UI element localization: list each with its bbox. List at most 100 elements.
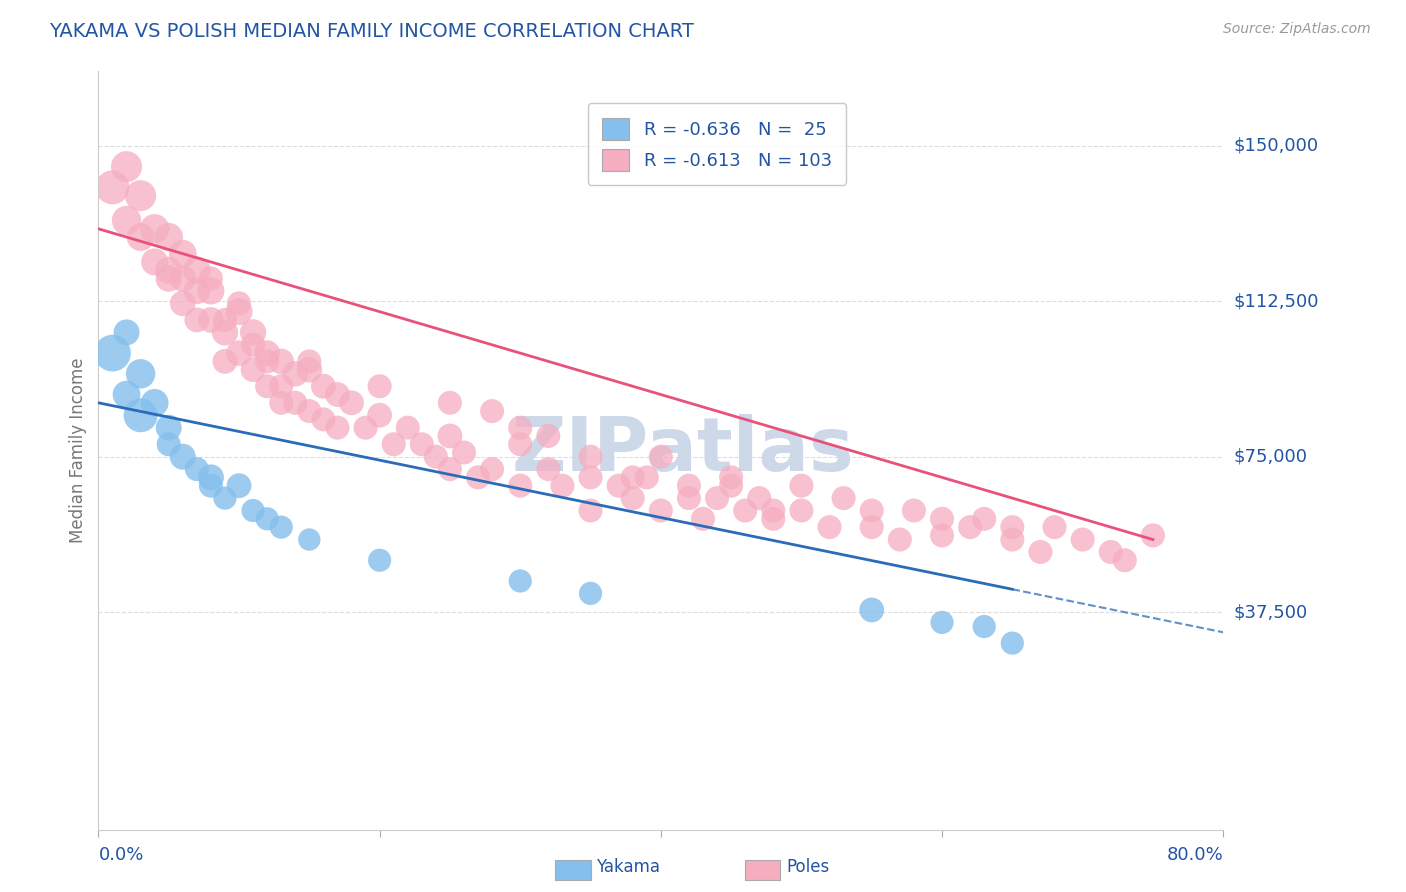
Point (115, 326, 138, 340)
Point (115, 160, 138, 174)
Point (242, 338, 264, 352)
Point (368, 379, 391, 393)
Point (101, 180, 124, 194)
Point (186, 263, 208, 277)
Point (157, 271, 180, 285)
Point (284, 396, 307, 410)
Point (256, 346, 278, 360)
Point (1071, 533, 1094, 547)
Point (242, 326, 264, 340)
Point (579, 450, 602, 464)
Point (326, 420, 349, 434)
Point (607, 478, 630, 492)
Point (256, 512, 278, 526)
Point (481, 404, 503, 418)
Point (312, 412, 335, 426)
Point (214, 491, 236, 505)
Point (354, 420, 377, 434)
Point (129, 409, 152, 423)
Legend: R = -0.636   N =  25, R = -0.613   N = 103: R = -0.636 N = 25, R = -0.613 N = 103 (588, 103, 846, 186)
Point (762, 512, 785, 526)
Point (818, 520, 841, 534)
Text: YAKAMA VS POLISH MEDIAN FAMILY INCOME CORRELATION CHART: YAKAMA VS POLISH MEDIAN FAMILY INCOME CO… (49, 22, 695, 41)
Point (720, 478, 742, 492)
Point (973, 619, 995, 633)
Point (903, 503, 925, 517)
Point (200, 313, 222, 327)
Point (636, 470, 658, 484)
Point (157, 263, 180, 277)
Point (242, 362, 264, 376)
Text: Poles: Poles (786, 858, 830, 876)
Point (860, 603, 883, 617)
Text: $112,500: $112,500 (1233, 293, 1319, 310)
Point (692, 512, 714, 526)
Point (396, 420, 419, 434)
Point (242, 503, 264, 517)
Point (186, 313, 208, 327)
Point (439, 462, 461, 476)
Point (931, 615, 953, 630)
Text: $37,500: $37,500 (1233, 603, 1308, 621)
Point (860, 520, 883, 534)
Point (579, 586, 602, 600)
Y-axis label: Median Family Income: Median Family Income (69, 358, 87, 543)
Point (326, 387, 349, 401)
Point (143, 255, 166, 269)
Point (214, 313, 236, 327)
Point (650, 450, 672, 464)
Point (467, 470, 489, 484)
Point (889, 533, 911, 547)
Point (256, 354, 278, 368)
Point (959, 520, 981, 534)
Point (650, 503, 672, 517)
Point (172, 450, 194, 464)
Point (270, 520, 292, 534)
Point (1099, 545, 1122, 559)
Point (579, 503, 602, 517)
Text: ZIPatlas: ZIPatlas (512, 414, 855, 487)
Point (706, 491, 728, 505)
Point (509, 437, 531, 451)
Point (439, 429, 461, 443)
Point (509, 420, 531, 434)
Point (228, 296, 250, 310)
Point (425, 450, 447, 464)
Point (860, 503, 883, 517)
Point (129, 230, 152, 244)
Point (551, 478, 574, 492)
Point (172, 246, 194, 260)
Point (1114, 553, 1136, 567)
Point (101, 346, 124, 360)
Point (720, 470, 742, 484)
Point (312, 379, 335, 393)
Point (270, 396, 292, 410)
Text: Source: ZipAtlas.com: Source: ZipAtlas.com (1223, 22, 1371, 37)
Point (678, 491, 700, 505)
Point (129, 367, 152, 381)
Point (228, 346, 250, 360)
Point (509, 574, 531, 588)
Text: $150,000: $150,000 (1233, 137, 1319, 155)
Point (382, 437, 405, 451)
Point (200, 470, 222, 484)
Point (172, 296, 194, 310)
Point (762, 503, 785, 517)
Point (973, 512, 995, 526)
Point (621, 491, 644, 505)
Point (368, 553, 391, 567)
Point (200, 478, 222, 492)
Point (1142, 528, 1164, 542)
Point (1001, 520, 1024, 534)
Point (579, 470, 602, 484)
Point (228, 478, 250, 492)
Point (1029, 545, 1052, 559)
Point (214, 326, 236, 340)
Point (931, 512, 953, 526)
Point (298, 404, 321, 418)
Point (298, 533, 321, 547)
Point (621, 470, 644, 484)
Point (256, 379, 278, 393)
Text: $75,000: $75,000 (1233, 448, 1308, 466)
Point (537, 462, 560, 476)
